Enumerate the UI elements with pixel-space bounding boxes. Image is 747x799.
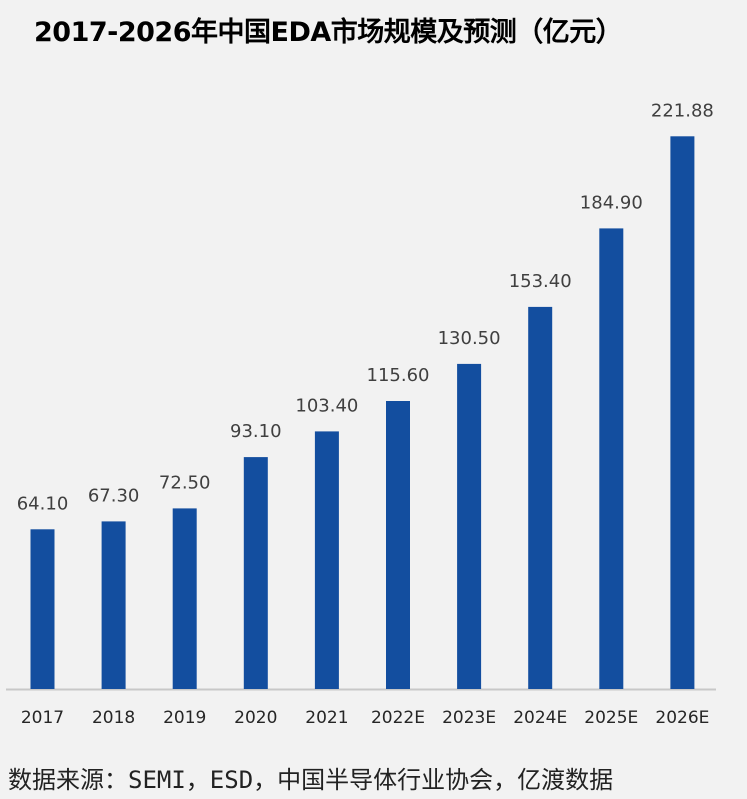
x-tick-label-2018: 2018 — [92, 708, 135, 728]
x-tick-label-2021: 2021 — [305, 708, 348, 728]
data-source-note: 数据来源：SEMI，ESD，中国半导体行业协会，亿渡数据 — [8, 766, 614, 794]
bar-2025E — [599, 228, 624, 689]
data-label-2025E: 184.90 — [580, 192, 643, 213]
bar-2023E — [457, 363, 482, 689]
x-tick-label-2022E: 2022E — [371, 708, 425, 728]
data-label-2020: 93.10 — [230, 421, 282, 442]
bar-2017 — [30, 529, 55, 689]
data-label-2024E: 153.40 — [509, 271, 572, 292]
bar-2018 — [101, 521, 126, 689]
x-tick-label-2026E: 2026E — [655, 708, 709, 728]
data-label-2022E: 115.60 — [367, 365, 430, 386]
x-tick-label-2019: 2019 — [163, 708, 206, 728]
data-label-2023E: 130.50 — [438, 328, 501, 349]
bar-2024E — [528, 306, 553, 689]
bar-2020 — [243, 457, 268, 689]
data-label-2019: 72.50 — [159, 472, 211, 493]
bar-2022E — [386, 401, 410, 689]
bar-2021 — [314, 431, 339, 689]
x-tick-label-2017: 2017 — [21, 708, 64, 728]
bar-chart: 64.10 2017 67.30 2018 72.50 2019 93.10 2020 103.… — [6, 100, 716, 728]
bar-2019 — [172, 508, 197, 689]
data-label-2018: 67.30 — [88, 485, 140, 506]
chart-title: 2017-2026年中国EDA市场规模及预测（亿元） — [34, 17, 623, 48]
data-label-2026E: 221.88 — [651, 100, 714, 121]
bar-2026E — [670, 136, 695, 690]
x-tick-label-2020: 2020 — [234, 708, 277, 728]
x-tick-label-2023E: 2023E — [442, 708, 496, 728]
data-label-2017: 64.10 — [17, 493, 69, 514]
data-label-2021: 103.40 — [295, 395, 358, 416]
x-tick-label-2025E: 2025E — [584, 708, 638, 728]
x-tick-label-2024E: 2024E — [513, 708, 567, 728]
